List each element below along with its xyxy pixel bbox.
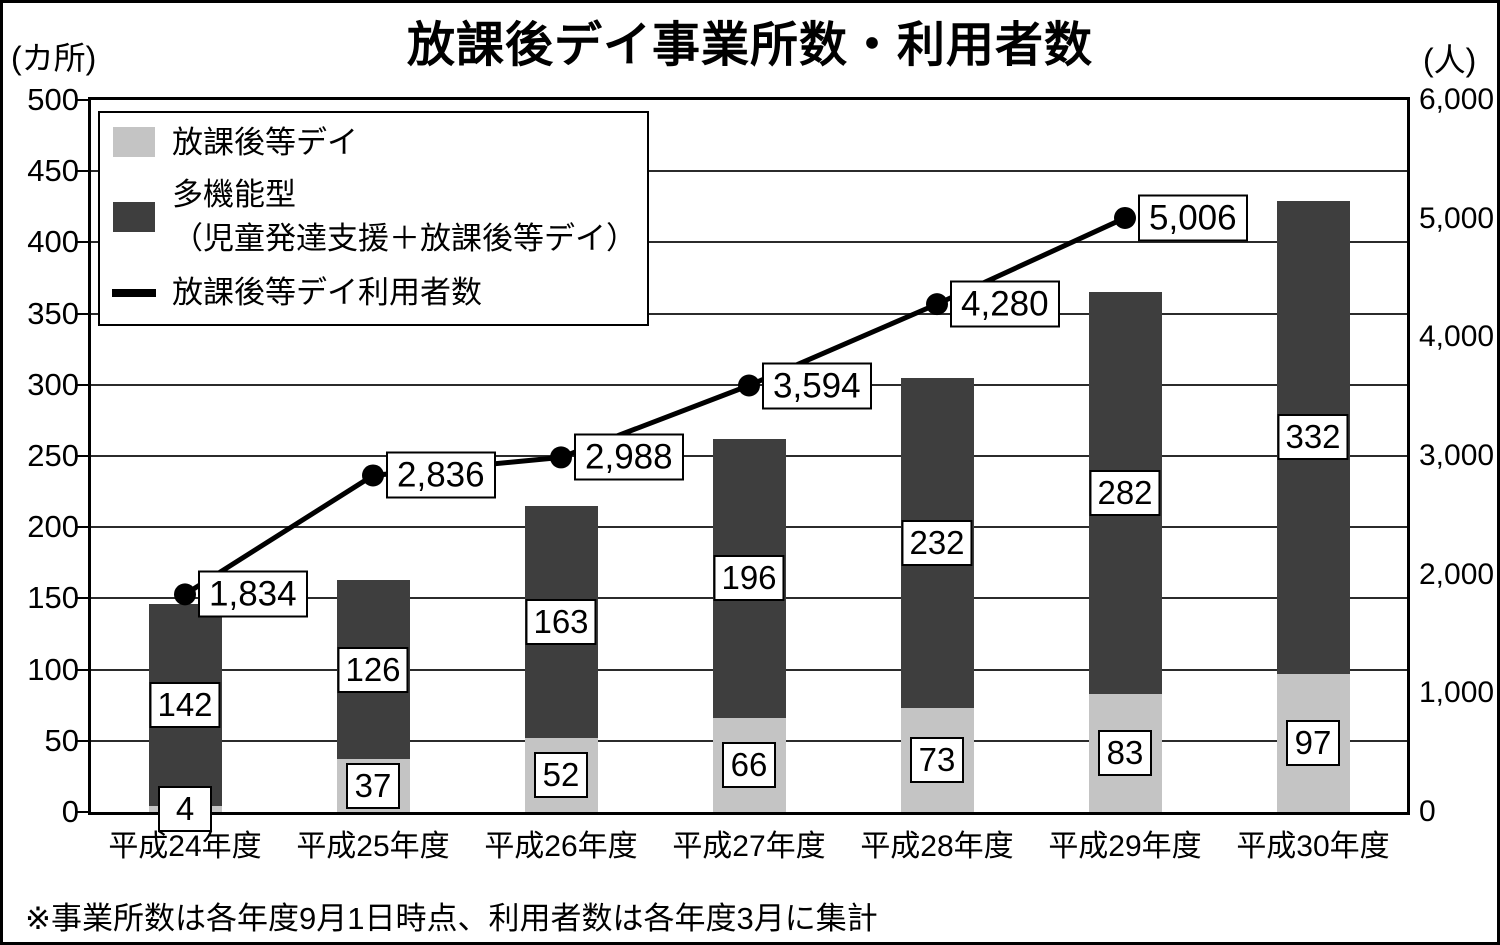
x-axis-category-label: 平成24年度: [108, 830, 262, 863]
line-marker: [1114, 206, 1136, 229]
right-axis-tick-label: 5,000: [1419, 201, 1495, 235]
legend-label-line: 放課後等デイ利用者数: [172, 275, 482, 310]
right-axis-tick-label: 6,000: [1419, 83, 1495, 116]
light-bar-swatch: [113, 127, 155, 157]
gridline: [91, 312, 1407, 315]
left-axis-tick: [77, 526, 88, 529]
line-marker: [926, 293, 948, 316]
bar-value-label-light: 52: [534, 751, 588, 798]
bar-value-label-light: 97: [1286, 719, 1340, 766]
bar-value-label-light: 66: [722, 742, 776, 788]
bar-value-label-dark: 196: [713, 555, 785, 602]
bar-value-label-dark: 142: [149, 682, 221, 729]
plot-area: 142 4 126 37 163 52 196 66 232 73 282 83 332 97 1,834 2…: [77, 97, 1410, 833]
legend: 放課後等デイ 多機能型 （児童発達支援＋放課後等デイ） 放課後等デイ利用者数: [98, 111, 649, 326]
line-marker: [550, 446, 572, 469]
bar-value-label-dark: 282: [1089, 470, 1161, 517]
footnote: ※事業所数は各年度9月1日時点、利用者数は各年度3月に集計: [25, 901, 878, 936]
legend-label-dark-bar: 多機能型 （児童発達支援＋放課後等デイ）: [172, 173, 637, 261]
left-axis-tick-label: 500: [27, 82, 79, 117]
line-value-label: 2,836: [386, 451, 496, 499]
x-axis-category-label: 平成26年度: [484, 830, 638, 863]
bar-value-label-light: 37: [346, 762, 400, 809]
x-axis-category-label: 平成27年度: [672, 830, 826, 863]
left-axis-tick: [77, 312, 88, 315]
left-axis-unit: (カ所): [11, 40, 97, 76]
dark-bar-swatch: [113, 202, 155, 232]
legend-label-dark-bar-line2: （児童発達支援＋放課後等デイ）: [172, 221, 637, 256]
left-axis-tick-label: 200: [27, 509, 79, 545]
line-marker: [174, 583, 196, 606]
x-axis-category-label: 平成30年度: [1236, 830, 1390, 863]
left-axis-tick: [77, 383, 88, 386]
line-value-label: 2,988: [574, 433, 684, 481]
left-axis-tick-label: 150: [27, 580, 79, 616]
left-axis-tick-label: 50: [44, 722, 79, 758]
line-value-label: 3,594: [762, 362, 872, 409]
left-axis-tick-label: 300: [27, 366, 79, 402]
left-axis-tick: [77, 739, 88, 742]
left-axis-tick: [77, 455, 88, 457]
bar-value-label-dark: 232: [901, 519, 973, 566]
x-axis-category-label: 平成25年度: [296, 830, 450, 863]
left-axis-tick: [77, 597, 88, 600]
left-axis-tick-label: 100: [27, 651, 79, 687]
gridline: [91, 241, 1407, 244]
right-axis-tick-label: 4,000: [1419, 320, 1495, 354]
left-axis-tick-label: 0: [61, 794, 79, 829]
bar-value-label-dark: 332: [1277, 414, 1349, 461]
legend-label-dark-bar-line1: 多機能型: [172, 177, 296, 212]
left-axis-tick-label: 250: [27, 438, 79, 473]
line-value-label: 5,006: [1138, 194, 1248, 242]
left-axis-tick: [77, 170, 88, 173]
page-title: 放課後デイ事業所数・利用者数: [406, 19, 1093, 72]
bar-value-label-light: 4: [158, 786, 212, 833]
left-axis-tick: [77, 99, 88, 101]
right-axis-tick-label: 1,000: [1419, 676, 1495, 710]
x-axis-category-label: 平成29年度: [1048, 830, 1202, 863]
left-axis-tick-label: 400: [27, 224, 79, 260]
right-axis-unit: (人): [1423, 42, 1477, 78]
right-axis-tick-label: 3,000: [1419, 439, 1495, 472]
left-axis-tick: [77, 668, 88, 671]
line-marker: [362, 464, 384, 487]
line-swatch: [112, 289, 156, 297]
left-axis-tick-label: 450: [27, 153, 79, 189]
line-marker: [738, 374, 760, 397]
line-value-label: 4,280: [950, 280, 1060, 328]
bar-value-label-dark: 163: [525, 598, 597, 645]
right-axis-tick-label: 0: [1419, 795, 1436, 828]
bar-value-label-light: 73: [910, 737, 964, 784]
legend-label-light-bar: 放課後等デイ: [172, 125, 358, 160]
bar-value-label-dark: 126: [337, 646, 409, 693]
left-axis-tick: [77, 811, 88, 813]
bar-value-label-light: 83: [1098, 729, 1152, 776]
gridline: [91, 170, 1407, 173]
line-value-label: 1,834: [198, 570, 308, 618]
left-axis-tick: [77, 241, 88, 244]
x-axis-category-label: 平成28年度: [860, 830, 1014, 863]
right-axis-tick-label: 2,000: [1419, 557, 1495, 591]
left-axis-tick-label: 350: [27, 295, 79, 331]
